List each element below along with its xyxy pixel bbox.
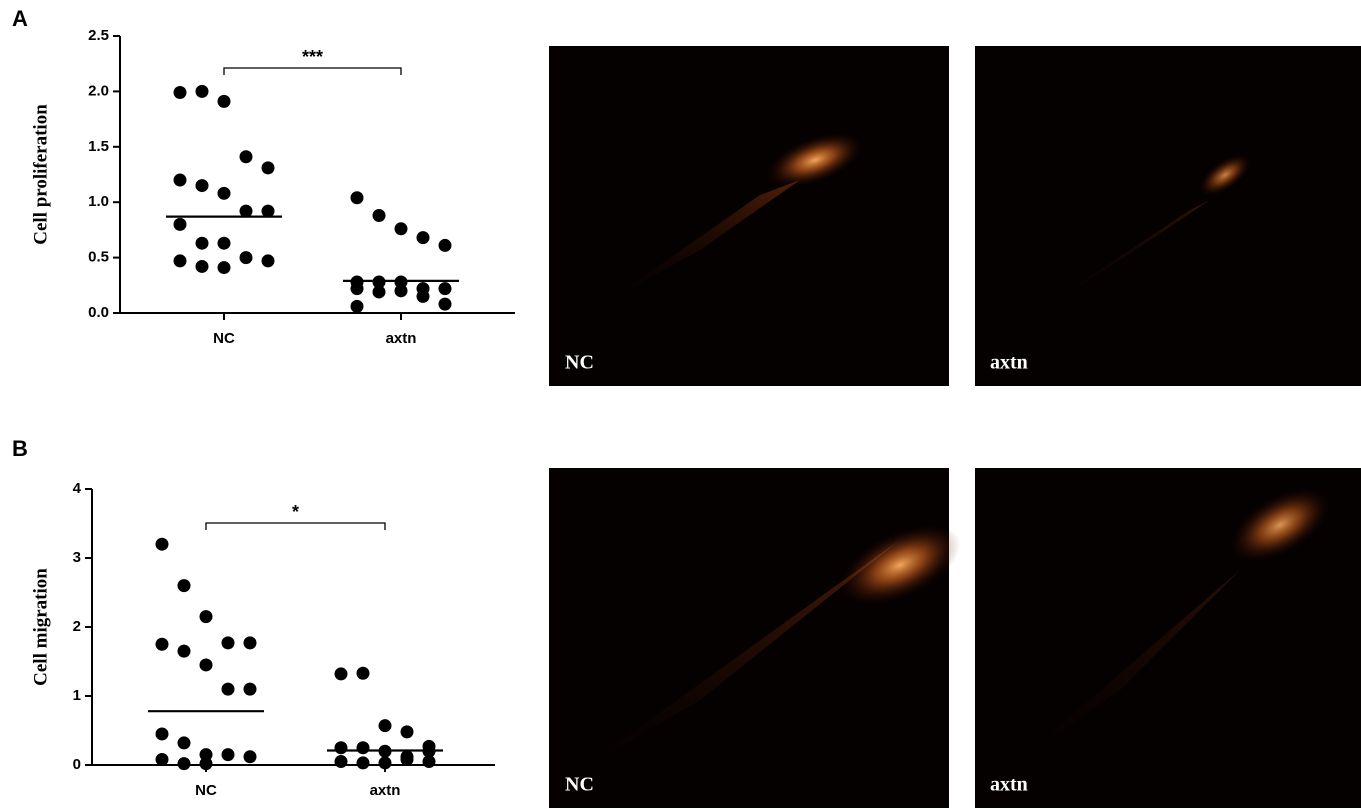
- data-point: [195, 179, 209, 193]
- data-point: [334, 741, 348, 755]
- data-point: [221, 682, 235, 696]
- y-tick-label: 3: [73, 549, 81, 566]
- data-point: [199, 748, 213, 762]
- data-point: [173, 217, 187, 231]
- micrograph: NC: [549, 46, 949, 386]
- y-tick-label: 0.5: [88, 249, 109, 266]
- x-tick-label: NC: [195, 782, 217, 799]
- data-point: [243, 636, 257, 650]
- y-tick-label: 1.0: [88, 193, 109, 210]
- data-point: [199, 757, 213, 771]
- data-point: [422, 755, 436, 769]
- data-point: [356, 666, 370, 680]
- data-point: [217, 186, 231, 200]
- data-point: [416, 289, 430, 303]
- data-point: [372, 275, 386, 289]
- data-point: [199, 610, 213, 624]
- data-point: [217, 94, 231, 108]
- panel-label: B: [12, 436, 28, 461]
- data-point: [356, 756, 370, 770]
- panel-label: A: [12, 6, 28, 31]
- data-point: [394, 222, 408, 236]
- data-point: [261, 254, 275, 268]
- significance-bracket: [223, 67, 402, 75]
- data-point: [195, 259, 209, 273]
- data-point: [416, 231, 430, 245]
- data-point: [261, 204, 275, 218]
- data-point: [155, 637, 169, 651]
- y-axis-title: Cell proliferation: [30, 104, 51, 245]
- y-tick-label: 1: [73, 687, 81, 704]
- data-point: [239, 251, 253, 265]
- data-point: [177, 736, 191, 750]
- data-point: [350, 282, 364, 296]
- data-point: [438, 297, 452, 311]
- data-point: [394, 284, 408, 298]
- data-point: [155, 727, 169, 741]
- image-label: axtn: [990, 774, 1028, 796]
- data-point: [378, 719, 392, 733]
- data-point: [155, 752, 169, 766]
- data-point: [334, 755, 348, 769]
- data-point: [239, 150, 253, 164]
- data-point: [173, 173, 187, 187]
- y-tick-label: 0: [73, 756, 81, 773]
- data-point: [243, 682, 257, 696]
- image-label: NC: [565, 774, 594, 796]
- data-point: [438, 282, 452, 296]
- data-point: [155, 537, 169, 551]
- image-label: NC: [565, 352, 594, 374]
- data-point: [199, 658, 213, 672]
- data-point: [221, 636, 235, 650]
- data-point: [350, 191, 364, 205]
- y-axis-title: Cell migration: [30, 568, 51, 686]
- significance-label: ***: [302, 47, 323, 67]
- data-point: [177, 579, 191, 593]
- data-point: [177, 644, 191, 658]
- data-point: [350, 299, 364, 313]
- significance-bracket: [205, 522, 386, 530]
- x-tick-label: axtn: [370, 782, 401, 799]
- data-point: [243, 750, 257, 764]
- data-point: [173, 86, 187, 100]
- data-point: [378, 756, 392, 770]
- x-tick-label: NC: [213, 330, 235, 347]
- y-tick-label: 2.0: [88, 82, 109, 99]
- y-tick-label: 1.5: [88, 138, 109, 155]
- data-point: [195, 84, 209, 98]
- data-point: [356, 741, 370, 755]
- data-point: [217, 236, 231, 250]
- x-tick-label: axtn: [386, 330, 417, 347]
- micrograph: axtn: [975, 468, 1361, 808]
- data-point: [195, 236, 209, 250]
- y-tick-label: 2.5: [88, 27, 109, 44]
- significance-label: *: [292, 502, 299, 522]
- data-point: [221, 748, 235, 762]
- data-point: [400, 725, 414, 739]
- data-point: [438, 238, 452, 252]
- data-point: [334, 667, 348, 681]
- data-point: [239, 204, 253, 218]
- data-point: [372, 208, 386, 222]
- y-tick-label: 4: [73, 480, 82, 497]
- data-point: [173, 254, 187, 268]
- image-label: axtn: [990, 352, 1028, 374]
- micrograph: NC: [549, 468, 961, 808]
- data-point: [261, 161, 275, 175]
- data-point: [400, 752, 414, 766]
- data-point: [217, 261, 231, 275]
- data-point: [177, 757, 191, 771]
- data-point: [372, 285, 386, 299]
- y-tick-label: 0.0: [88, 304, 109, 321]
- y-tick-label: 2: [73, 618, 81, 635]
- micrograph: axtn: [975, 46, 1361, 386]
